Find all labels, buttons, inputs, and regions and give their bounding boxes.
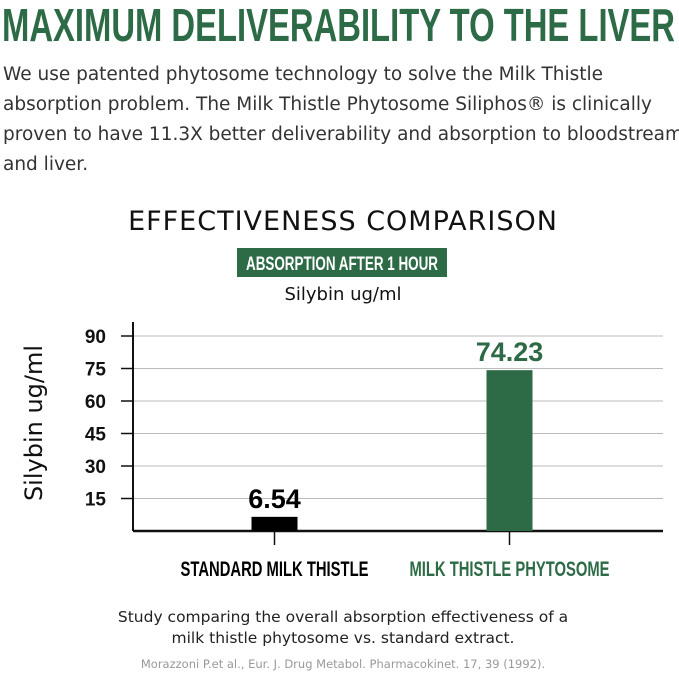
y-tick-label: 75 [85, 360, 107, 381]
chart-title: EFFECTIVENESS COMPARISON [128, 206, 558, 237]
intro-line: and liver. [3, 154, 88, 175]
y-tick-label: 45 [85, 425, 107, 446]
y-tick-label: 15 [85, 490, 107, 511]
data-label: 6.54 [248, 484, 301, 514]
bar [251, 516, 298, 531]
y-tick-label: 30 [85, 457, 106, 478]
y-tick-label: 90 [85, 327, 106, 348]
citation: Morazzoni P.et al., Eur. J. Drug Metabol… [141, 657, 545, 671]
caption-line: milk thistle phytosome vs. standard extr… [172, 629, 515, 647]
bar [486, 370, 533, 531]
x-tick-label: STANDARD MILK THISTLE [181, 558, 369, 581]
intro-line: proven to have 11.3X better deliverabili… [3, 124, 679, 145]
caption-line: Study comparing the overall absorption e… [118, 608, 568, 626]
subtitle-box [237, 248, 447, 277]
data-label: 74.23 [476, 337, 544, 367]
y-axis-label: Silybin ug/ml [20, 345, 48, 501]
unit-label: Silybin ug/ml [284, 284, 401, 305]
intro-line: We use patented phytosome technology to … [3, 64, 603, 85]
chart-subtitle: ABSORPTION AFTER 1 HOUR [246, 254, 438, 275]
intro-line: absorption problem. The Milk Thistle Phy… [3, 94, 652, 115]
headline: MAXIMUM DELIVERABILITY TO THE LIVER [2, 0, 675, 51]
x-tick-label: MILK THISTLE PHYTOSOME [410, 558, 610, 581]
y-tick-label: 60 [85, 392, 106, 413]
